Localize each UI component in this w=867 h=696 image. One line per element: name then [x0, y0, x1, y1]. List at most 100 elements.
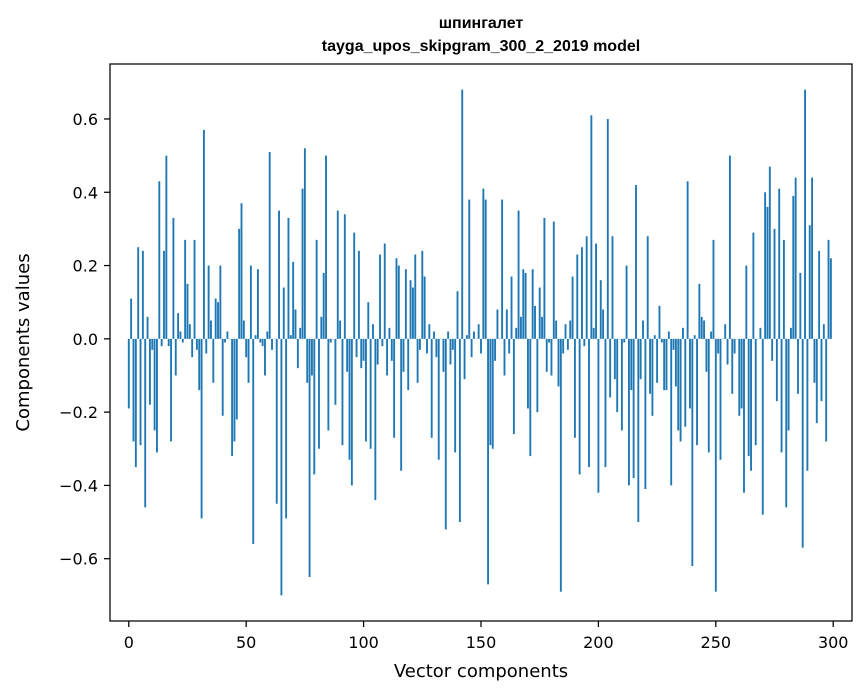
bar — [794, 177, 797, 339]
bar — [670, 338, 673, 486]
bar — [743, 338, 745, 493]
y-tick-label: 0.4 — [73, 183, 98, 202]
bar — [177, 313, 180, 339]
bar — [449, 338, 452, 365]
bar — [491, 338, 494, 449]
bar — [158, 181, 161, 339]
bar — [416, 338, 419, 383]
bar — [625, 265, 628, 339]
bar — [400, 338, 403, 471]
bar — [808, 225, 811, 339]
bar — [163, 250, 165, 339]
bar — [771, 338, 774, 361]
bar — [581, 247, 583, 339]
bar — [259, 338, 262, 343]
bar — [705, 338, 708, 372]
bar — [423, 276, 426, 339]
bar — [752, 232, 755, 339]
bar — [148, 338, 151, 405]
bar — [505, 309, 508, 339]
bar — [264, 338, 266, 376]
bar — [494, 338, 497, 361]
bar — [221, 338, 224, 416]
bar — [372, 324, 374, 339]
bar — [632, 338, 635, 479]
bar — [538, 287, 541, 339]
bar — [468, 199, 471, 339]
bar — [642, 320, 644, 339]
x-tick-label: 250 — [701, 633, 732, 652]
bar — [477, 324, 480, 339]
bar — [550, 338, 553, 376]
bar — [465, 335, 468, 339]
bar — [602, 309, 605, 339]
bar — [552, 221, 555, 339]
bar — [235, 338, 238, 420]
bar — [780, 338, 783, 453]
bar — [768, 166, 771, 339]
bar — [428, 324, 431, 339]
bar — [202, 129, 205, 339]
bar — [306, 338, 309, 383]
bar — [193, 239, 196, 339]
bar — [256, 269, 259, 339]
bar — [719, 338, 722, 460]
x-axis-label: Vector components — [394, 661, 568, 682]
bar — [682, 327, 684, 339]
bar — [130, 298, 133, 339]
bar — [153, 338, 156, 431]
bar — [393, 338, 396, 438]
bar — [210, 320, 212, 339]
bar — [461, 89, 464, 339]
bar — [517, 210, 520, 339]
bar — [674, 338, 677, 387]
bar — [592, 327, 595, 339]
bar — [433, 331, 435, 339]
bar — [480, 338, 482, 354]
bar — [623, 338, 626, 343]
bar — [165, 155, 168, 339]
bar — [698, 283, 701, 339]
bar — [712, 239, 715, 339]
bar — [360, 338, 363, 369]
bar — [144, 338, 147, 508]
y-tick-label: −0.4 — [59, 476, 98, 495]
bar — [583, 338, 586, 347]
bar — [543, 217, 546, 339]
bar — [132, 338, 135, 442]
bar — [313, 338, 316, 475]
bar — [646, 236, 649, 339]
bar — [515, 327, 518, 339]
bar — [249, 265, 252, 339]
bar — [541, 316, 543, 339]
bar — [365, 338, 367, 442]
y-tick-label: 0.6 — [73, 110, 98, 129]
bar — [529, 338, 532, 457]
bar — [357, 250, 360, 339]
bar — [653, 335, 656, 339]
bar — [693, 335, 696, 339]
bar — [327, 338, 330, 431]
bar — [355, 338, 358, 358]
bar — [489, 338, 492, 446]
bar — [616, 338, 619, 413]
bar — [127, 338, 130, 409]
bar — [689, 338, 691, 409]
bar — [456, 291, 459, 339]
bar — [242, 320, 245, 339]
bar — [156, 338, 158, 453]
bar — [573, 338, 576, 438]
bar — [684, 338, 687, 427]
bar — [318, 338, 320, 449]
bar — [599, 280, 602, 339]
bar — [435, 338, 438, 358]
bar — [644, 338, 647, 490]
bar — [299, 327, 302, 339]
bar — [188, 324, 191, 339]
bar — [611, 236, 614, 339]
bar — [724, 324, 727, 339]
bar — [219, 265, 222, 339]
bar — [590, 115, 593, 339]
bar — [740, 338, 743, 409]
